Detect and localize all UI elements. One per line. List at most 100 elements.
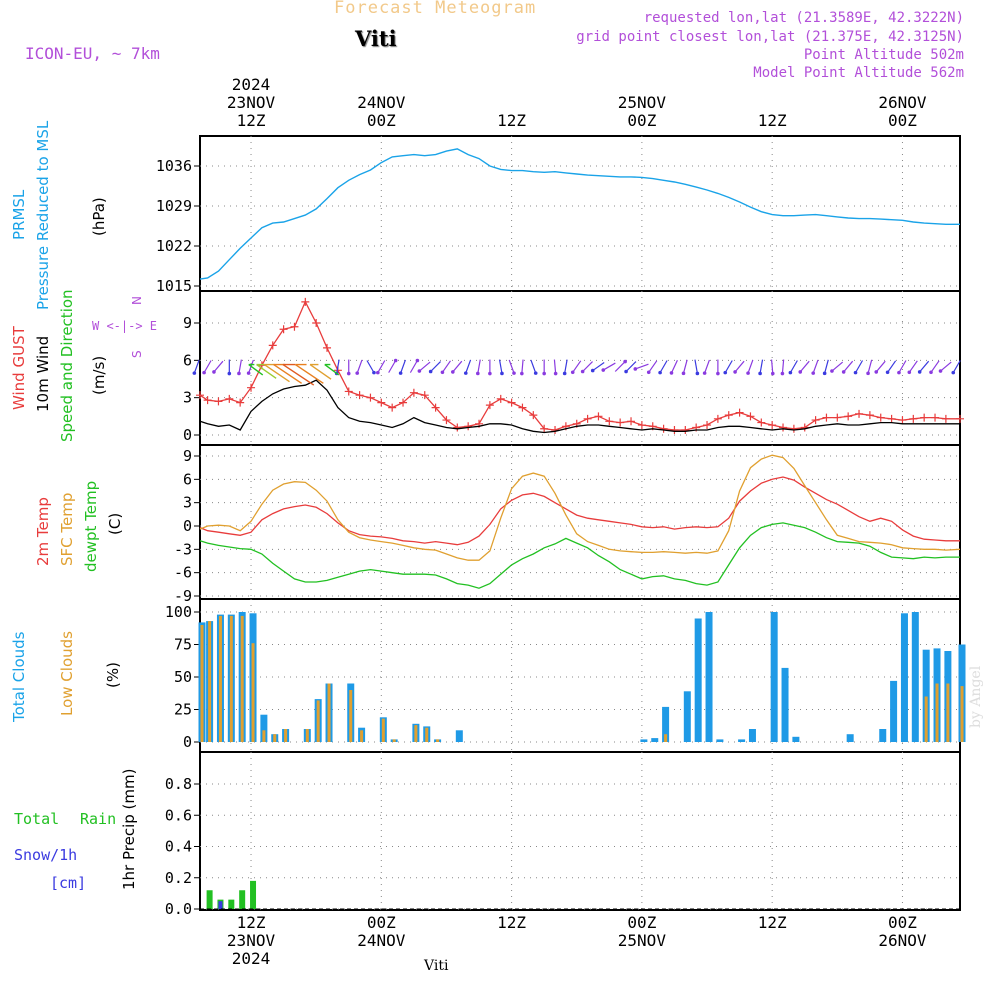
wind-arrow-head bbox=[542, 371, 546, 376]
time-tick-line: 23NOV bbox=[226, 93, 276, 112]
time-tick-line: 12Z bbox=[236, 913, 266, 932]
wind-direction-arrow bbox=[812, 359, 819, 374]
wind-gust-marker bbox=[496, 394, 505, 403]
footer-location: Viti bbox=[424, 958, 449, 974]
low-cloud-bar bbox=[273, 734, 277, 742]
wind-arrow-head bbox=[520, 371, 524, 376]
low-cloud-bar bbox=[360, 730, 364, 742]
wind-arrow-head bbox=[669, 371, 674, 375]
wind-arrow-head bbox=[746, 371, 750, 375]
wind-arrow-head bbox=[227, 371, 232, 376]
wind-gust-marker bbox=[855, 409, 864, 418]
wind-gust-marker bbox=[768, 421, 777, 430]
total-cloud-bar bbox=[792, 736, 800, 742]
wind-direction-arrow bbox=[508, 359, 515, 374]
total-cloud-bar bbox=[911, 612, 919, 742]
wind-direction-arrow bbox=[430, 361, 441, 372]
wind-arrow-head bbox=[716, 371, 720, 376]
wind-direction-arrow bbox=[564, 359, 568, 374]
wind-direction-arrow bbox=[831, 361, 844, 372]
low-cloud-bar bbox=[349, 690, 353, 742]
time-tick-label: 25NOV 00Z bbox=[597, 94, 687, 130]
wind-direction-arrow bbox=[418, 361, 431, 372]
low-cloud-bar bbox=[208, 621, 212, 742]
time-tick-line: 24NOV bbox=[357, 93, 406, 112]
wind-gust-marker bbox=[887, 414, 896, 423]
rain-bar bbox=[250, 880, 257, 909]
wind-arrow-head bbox=[192, 371, 197, 375]
time-tick-line: 25NOV bbox=[617, 93, 666, 112]
low-cloud-bar bbox=[664, 734, 668, 742]
temperature-frame bbox=[199, 444, 961, 600]
low-cloud-bar bbox=[229, 615, 233, 742]
wind-arrow-head bbox=[646, 370, 651, 375]
wind-gust-marker bbox=[507, 398, 516, 407]
precipitation-ytick-label: 0.0 bbox=[165, 900, 192, 918]
time-tick-line: 25NOV bbox=[617, 931, 666, 950]
wind-arrow-head bbox=[237, 371, 241, 376]
wind-direction-arrow bbox=[441, 360, 451, 373]
temperature-ytick-label: -6 bbox=[174, 564, 192, 582]
rain-bar bbox=[228, 899, 235, 909]
wind-direction-arrow bbox=[855, 360, 864, 373]
wind-ytick-label: 6 bbox=[183, 351, 192, 369]
time-tick-label: 24NOV 00Z bbox=[336, 94, 426, 130]
clouds-ytick-label: 25 bbox=[174, 701, 192, 719]
low-cloud-bar bbox=[392, 739, 396, 742]
clouds-ytick-label: 100 bbox=[165, 603, 192, 621]
wind-arrow-head bbox=[212, 370, 216, 374]
wind-gust-marker bbox=[388, 403, 397, 412]
wind-direction-arrow bbox=[759, 359, 764, 374]
wind-gust-marker bbox=[540, 424, 549, 433]
total-cloud-bar bbox=[890, 680, 898, 742]
time-tick-label: 12Z bbox=[727, 112, 817, 130]
wind-direction-arrow bbox=[898, 360, 907, 373]
time-tick-label: 12Z bbox=[727, 914, 817, 932]
wind-direction-arrow bbox=[940, 361, 952, 372]
precip-snow-label: Snow/1h bbox=[14, 846, 78, 864]
wind-barb bbox=[263, 363, 290, 383]
wind-gust-marker bbox=[301, 297, 310, 306]
wind-gust-marker bbox=[583, 414, 592, 423]
wind-direction-arrow bbox=[704, 359, 710, 374]
wind-arrow-head bbox=[393, 358, 398, 363]
wind-direction-arrow bbox=[336, 359, 340, 374]
gridpoint-coords: grid point closest lon,lat (21.375E, 42.… bbox=[576, 29, 964, 45]
total-cloud-bar bbox=[781, 667, 789, 742]
time-tick-line: 2024 bbox=[231, 949, 271, 968]
wind-arrow-head bbox=[463, 371, 468, 375]
wind-barb bbox=[294, 363, 324, 384]
wind-gust-marker bbox=[464, 422, 473, 431]
total-cloud-bar bbox=[770, 612, 778, 742]
precip-snow-unit: [cm] bbox=[50, 874, 87, 892]
low-cloud-bar bbox=[381, 718, 385, 742]
wind-arrow-head bbox=[723, 370, 728, 375]
total-cloud-bar bbox=[705, 612, 713, 742]
wind-arrow-head bbox=[758, 371, 762, 376]
wind-arrow-head bbox=[580, 369, 585, 374]
wind-direction-arrow bbox=[670, 359, 678, 374]
wind-barb bbox=[256, 363, 277, 379]
low-cloud-bar bbox=[425, 727, 429, 742]
wind-arrow-head bbox=[533, 371, 538, 375]
wind-arrow-head bbox=[866, 371, 870, 376]
wind-gust-marker bbox=[431, 403, 440, 412]
wind-arrow-head bbox=[372, 370, 376, 375]
temperature-ytick-label: -3 bbox=[174, 540, 192, 558]
wind-arrow-head bbox=[770, 371, 775, 376]
wind-gust-marker bbox=[214, 397, 223, 406]
time-tick-label: 26NOV 00Z bbox=[857, 94, 947, 130]
wind-arrow-head bbox=[476, 371, 480, 376]
time-tick-line: 00Z bbox=[366, 913, 396, 932]
wind-direction-arrow bbox=[602, 362, 616, 371]
wind-direction-arrow bbox=[867, 359, 873, 374]
wind-arrow-head bbox=[624, 369, 628, 374]
wind-arrow-head bbox=[702, 371, 707, 375]
wind-gust-marker bbox=[366, 393, 375, 402]
clouds-frame bbox=[199, 598, 961, 753]
wind-gust-marker bbox=[420, 391, 429, 400]
wind-direction-arrow bbox=[734, 360, 745, 373]
wind-gust-marker bbox=[236, 398, 245, 407]
precipitation-ytick-label: 0.4 bbox=[165, 838, 192, 856]
wind-gust-marker bbox=[876, 413, 885, 422]
